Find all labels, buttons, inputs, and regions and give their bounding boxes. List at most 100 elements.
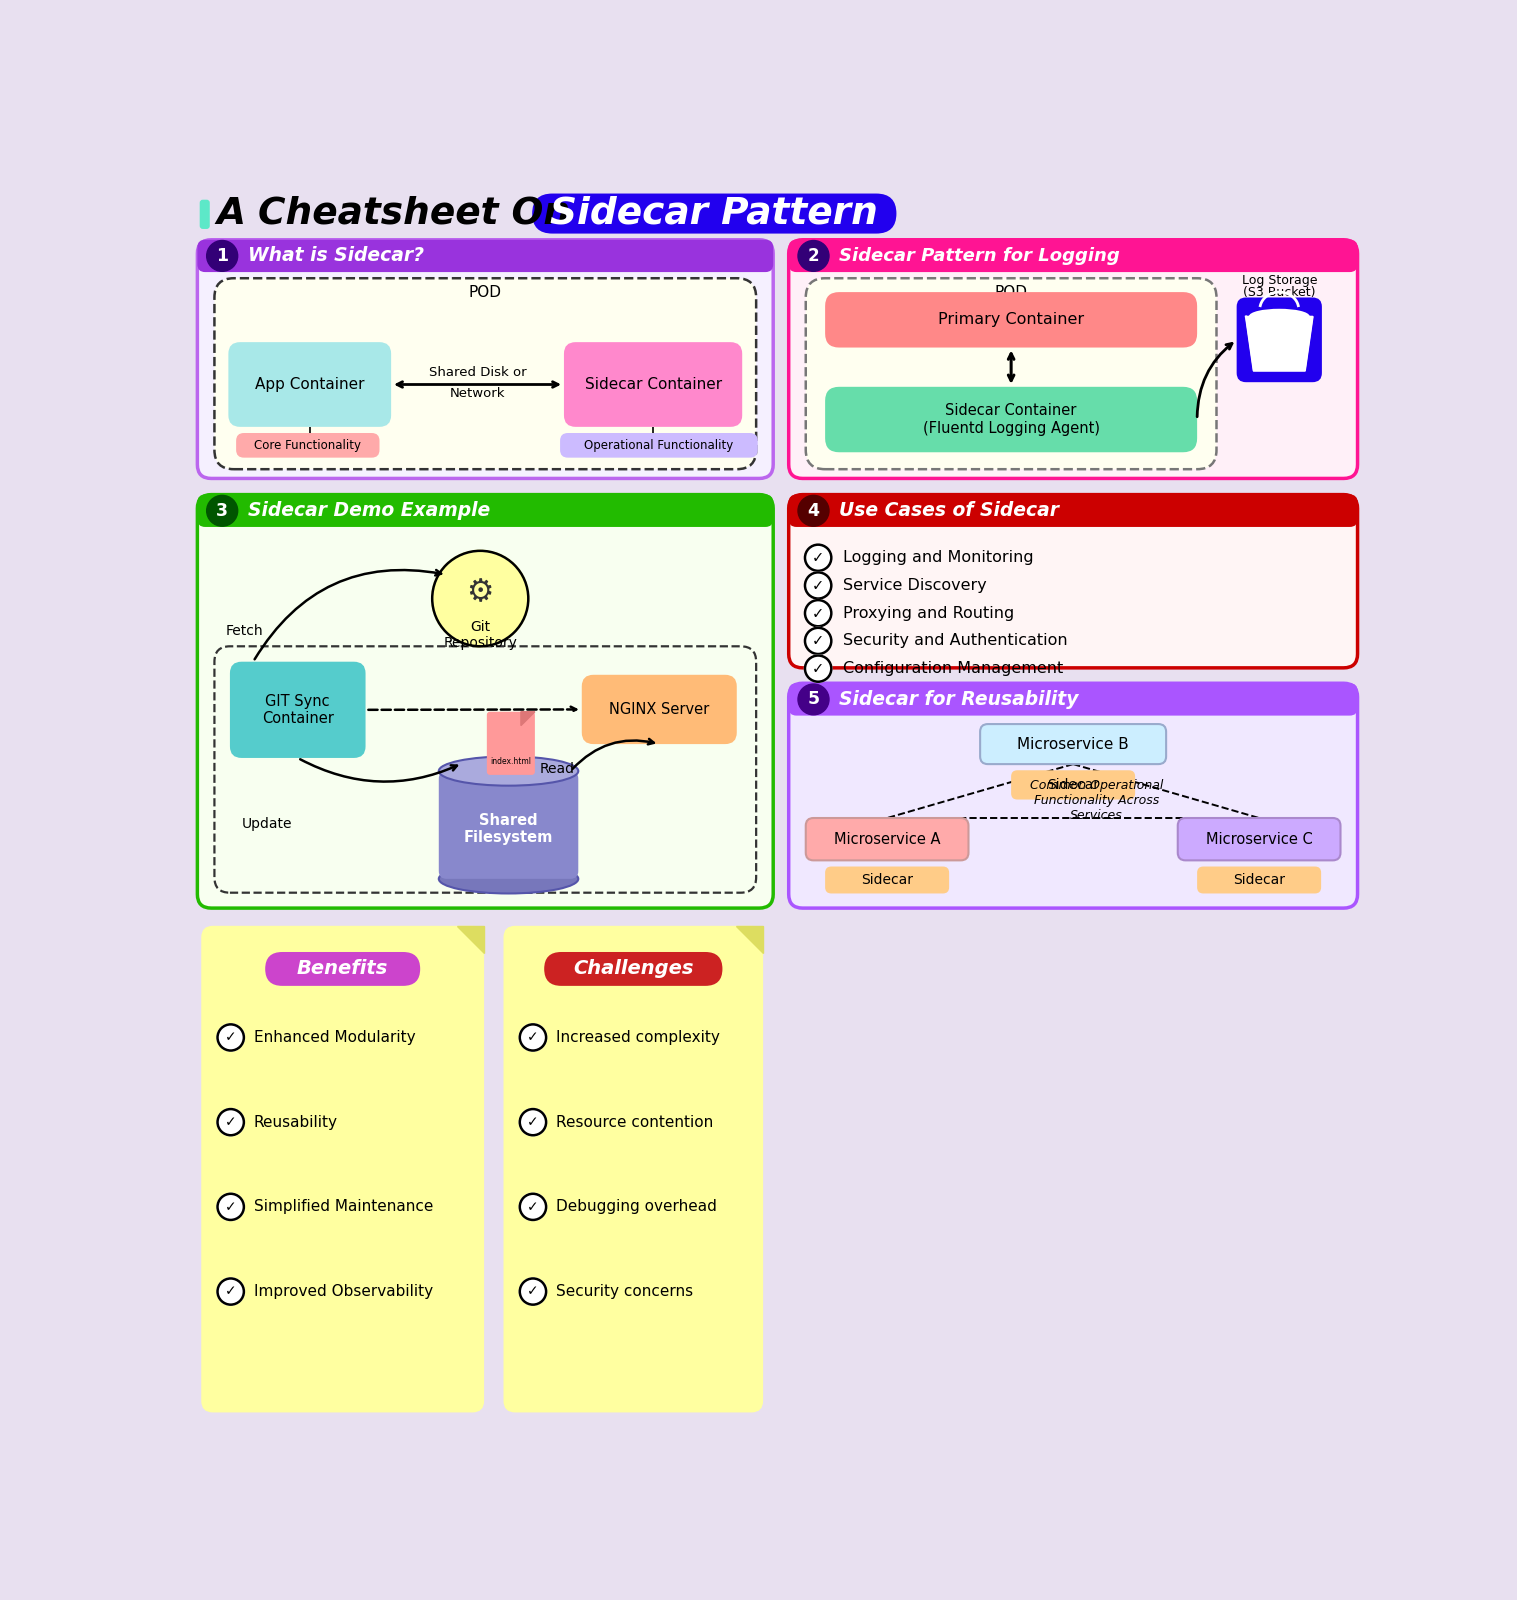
Text: Configuration Management: Configuration Management (843, 661, 1063, 677)
Circle shape (806, 600, 831, 626)
Text: Sidecar Container: Sidecar Container (584, 378, 722, 392)
FancyBboxPatch shape (789, 240, 1358, 272)
Circle shape (806, 656, 831, 682)
Text: (S3 Bucket): (S3 Bucket) (1242, 286, 1315, 299)
Text: 4: 4 (807, 502, 819, 520)
Text: Proxying and Routing: Proxying and Routing (843, 606, 1015, 621)
FancyBboxPatch shape (560, 434, 757, 458)
Text: Core Functionality: Core Functionality (255, 438, 361, 451)
FancyBboxPatch shape (789, 494, 1358, 526)
Text: Sidecar Container
(Fluentd Logging Agent): Sidecar Container (Fluentd Logging Agent… (922, 403, 1100, 435)
Text: Shared
Filesystem: Shared Filesystem (464, 813, 554, 845)
Text: ⚙: ⚙ (467, 578, 495, 606)
Text: Fetch: Fetch (226, 624, 264, 638)
Text: Sidecar Pattern: Sidecar Pattern (551, 195, 878, 232)
Text: 2: 2 (807, 246, 819, 266)
FancyBboxPatch shape (980, 725, 1167, 765)
Circle shape (520, 1024, 546, 1051)
Text: A Cheatsheet On: A Cheatsheet On (217, 195, 584, 232)
FancyBboxPatch shape (197, 494, 774, 909)
Text: POD: POD (469, 285, 502, 299)
Text: index.html: index.html (490, 757, 531, 765)
Text: ✓: ✓ (526, 1030, 539, 1045)
Polygon shape (457, 926, 484, 952)
Circle shape (806, 627, 831, 654)
FancyBboxPatch shape (237, 434, 379, 458)
FancyBboxPatch shape (438, 771, 578, 878)
FancyBboxPatch shape (806, 818, 968, 861)
Circle shape (806, 573, 831, 598)
FancyBboxPatch shape (202, 926, 484, 1413)
Text: Sidecar: Sidecar (1233, 874, 1285, 886)
Circle shape (520, 1109, 546, 1136)
Text: GIT Sync
Container: GIT Sync Container (262, 694, 334, 726)
Circle shape (217, 1194, 244, 1219)
Text: Reusability: Reusability (253, 1115, 338, 1130)
Ellipse shape (438, 864, 578, 893)
Ellipse shape (1250, 310, 1309, 323)
Text: ✓: ✓ (812, 634, 824, 648)
Circle shape (798, 240, 828, 272)
Text: 5: 5 (807, 691, 819, 709)
Text: Simplified Maintenance: Simplified Maintenance (253, 1200, 434, 1214)
Text: Read: Read (539, 762, 573, 776)
Circle shape (217, 1278, 244, 1304)
Text: ✓: ✓ (225, 1030, 237, 1045)
Text: Challenges: Challenges (573, 960, 693, 979)
FancyBboxPatch shape (583, 675, 737, 744)
Text: ✓: ✓ (526, 1200, 539, 1214)
FancyBboxPatch shape (789, 494, 1358, 667)
Text: Sidecar: Sidecar (862, 874, 913, 886)
Text: Microservice A: Microservice A (834, 832, 941, 846)
Text: Logging and Monitoring: Logging and Monitoring (843, 550, 1033, 565)
Text: ✓: ✓ (225, 1115, 237, 1130)
FancyBboxPatch shape (1236, 298, 1321, 382)
FancyBboxPatch shape (789, 240, 1358, 478)
FancyBboxPatch shape (1177, 818, 1341, 861)
Text: Microservice C: Microservice C (1206, 832, 1312, 846)
Text: Enhanced Modularity: Enhanced Modularity (253, 1030, 416, 1045)
Text: ✓: ✓ (812, 550, 824, 565)
FancyBboxPatch shape (789, 683, 1358, 909)
Ellipse shape (438, 757, 578, 786)
FancyBboxPatch shape (265, 952, 420, 986)
FancyBboxPatch shape (545, 952, 722, 986)
Circle shape (206, 240, 238, 272)
Circle shape (217, 1109, 244, 1136)
FancyBboxPatch shape (1012, 770, 1135, 800)
Text: Debugging overhead: Debugging overhead (557, 1200, 718, 1214)
Text: ✓: ✓ (812, 661, 824, 677)
Text: Increased complexity: Increased complexity (557, 1030, 721, 1045)
FancyBboxPatch shape (231, 662, 366, 758)
Text: ✓: ✓ (225, 1285, 237, 1299)
FancyBboxPatch shape (229, 342, 391, 427)
Text: 3: 3 (217, 502, 228, 520)
Circle shape (217, 1024, 244, 1051)
Text: Sidecar Demo Example: Sidecar Demo Example (247, 501, 490, 520)
FancyBboxPatch shape (564, 342, 742, 427)
Polygon shape (1245, 317, 1312, 371)
FancyBboxPatch shape (1197, 867, 1321, 893)
Text: Service Discovery: Service Discovery (843, 578, 986, 594)
Text: Sidecar Pattern for Logging: Sidecar Pattern for Logging (839, 246, 1120, 266)
Text: Use Cases of Sidecar: Use Cases of Sidecar (839, 501, 1059, 520)
Text: Common Operational
Functionality Across
Services: Common Operational Functionality Across … (1030, 779, 1164, 821)
Polygon shape (736, 926, 763, 952)
Text: Primary Container: Primary Container (938, 312, 1085, 328)
Text: NGINX Server: NGINX Server (610, 702, 710, 717)
Circle shape (520, 1194, 546, 1219)
Text: Operational Functionality: Operational Functionality (584, 438, 734, 451)
Text: Microservice B: Microservice B (1018, 736, 1129, 752)
FancyBboxPatch shape (825, 867, 950, 893)
Circle shape (806, 544, 831, 571)
Circle shape (206, 496, 238, 526)
Circle shape (520, 1278, 546, 1304)
Text: POD: POD (995, 285, 1027, 299)
FancyBboxPatch shape (487, 712, 536, 774)
Text: ✓: ✓ (225, 1200, 237, 1214)
Text: ✓: ✓ (812, 578, 824, 594)
FancyBboxPatch shape (197, 494, 774, 526)
Text: Shared Disk or: Shared Disk or (429, 366, 526, 379)
FancyBboxPatch shape (197, 240, 774, 478)
Text: ✓: ✓ (526, 1115, 539, 1130)
